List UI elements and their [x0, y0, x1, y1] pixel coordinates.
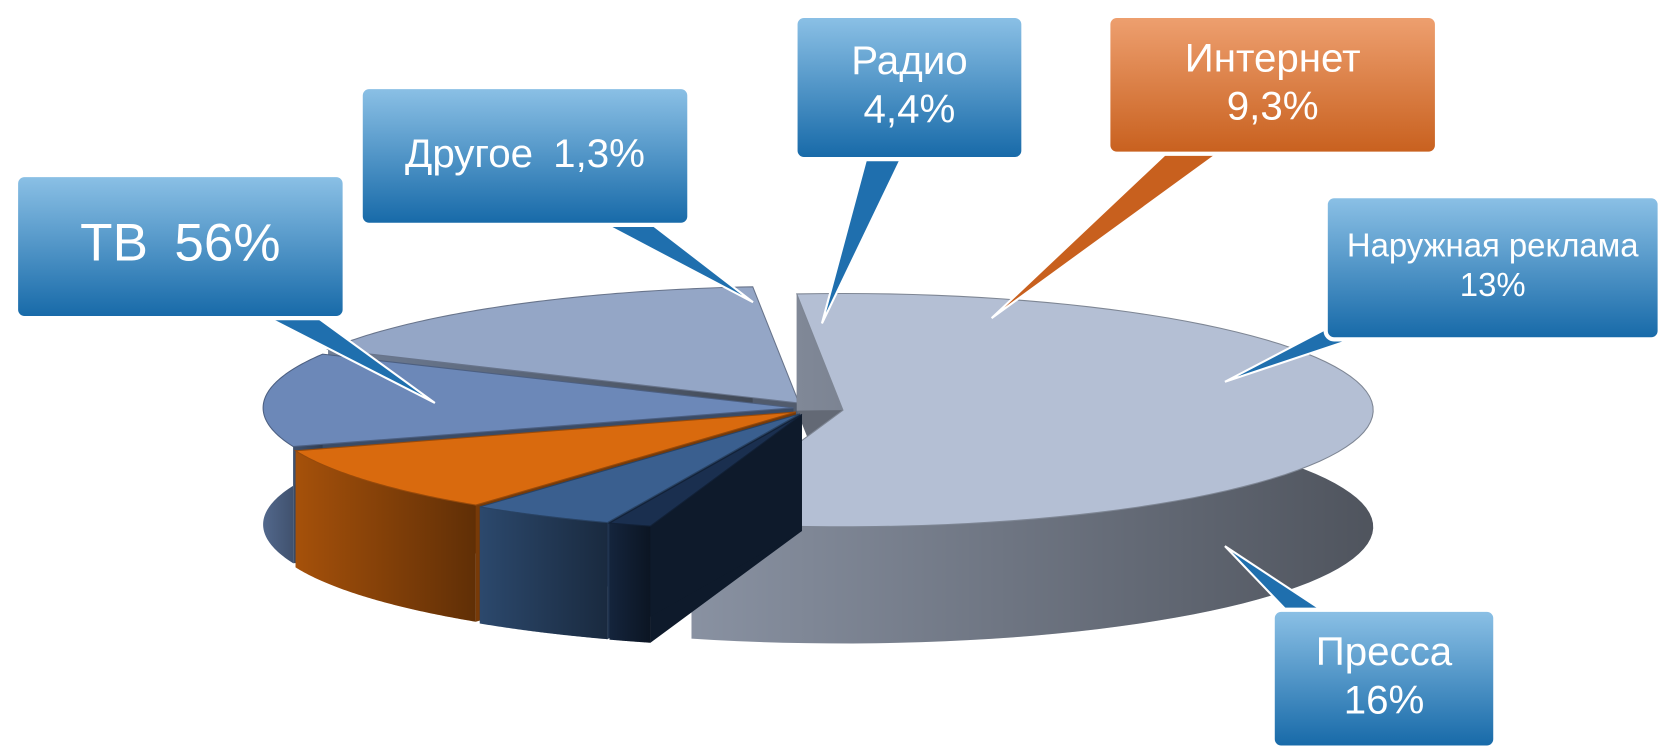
value-label: 9,3%: [1227, 84, 1319, 129]
callout: Другое 1,3%: [358, 84, 754, 304]
slice-top: [326, 286, 800, 404]
category-label: Наружная реклама: [1347, 227, 1639, 264]
slice-top: [690, 292, 1374, 528]
callout-box: [1106, 13, 1440, 156]
callout-box: [13, 172, 347, 321]
slice-wall-shade: [295, 450, 476, 622]
callout-label: Другое 1,3%: [405, 131, 645, 176]
value-label: 56%: [174, 214, 280, 273]
value-label: 4,4%: [864, 86, 956, 131]
value-label: 13%: [1460, 266, 1526, 303]
slice-top: [293, 411, 796, 506]
callout-box: [793, 13, 1026, 162]
slice: [607, 413, 803, 643]
callout-box: [358, 84, 692, 227]
callout-box: [1323, 194, 1662, 342]
category-label: Пресса: [1316, 629, 1453, 674]
slice-wall-shade: [479, 506, 608, 640]
category-label: Другое: [405, 131, 533, 176]
slice-top: [479, 413, 801, 524]
slice-top: [607, 413, 803, 527]
value-label: 16%: [1344, 678, 1425, 723]
slice-side: [609, 414, 802, 640]
category-label: Интернет: [1185, 35, 1361, 80]
value-label: 1,3%: [553, 131, 645, 176]
callout: ТВ 56%: [13, 172, 436, 404]
category-label: ТВ: [80, 214, 148, 273]
slice-wall-shade: [609, 523, 651, 643]
category-label: Радио: [851, 38, 967, 83]
callout-box: [1270, 607, 1498, 750]
callout-label: ТВ 56%: [80, 214, 280, 273]
